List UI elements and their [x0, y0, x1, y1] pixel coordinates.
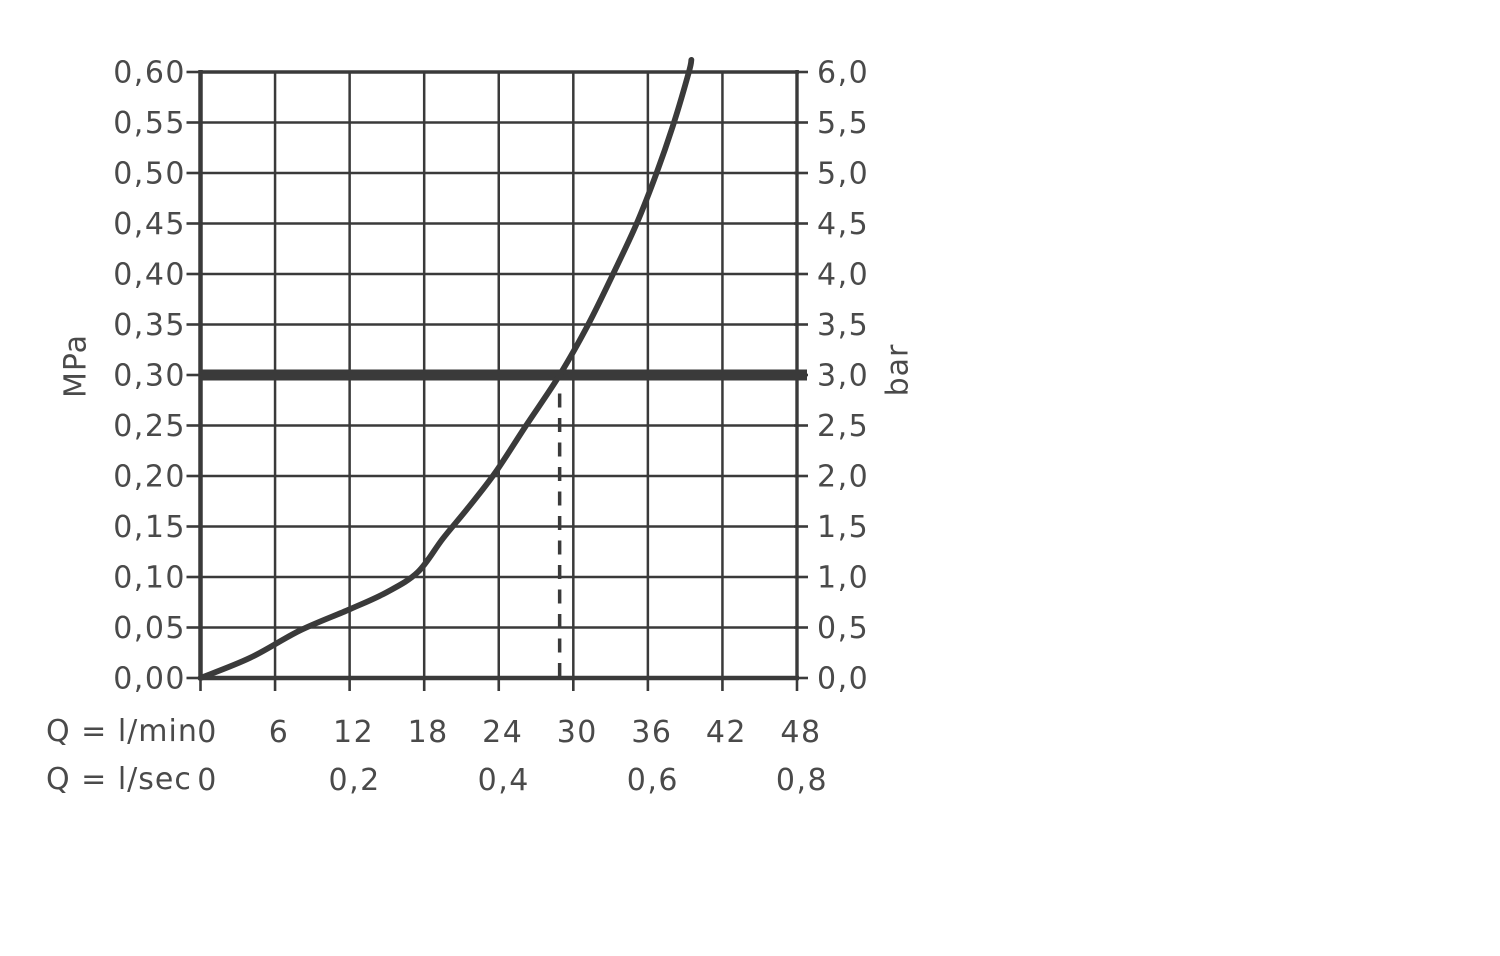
x-axis-lsec-tick-label: 0,6	[627, 763, 679, 798]
right-axis-tick-label: 5,0	[817, 157, 869, 192]
left-axis-tick-label: 0,00	[113, 662, 186, 697]
x-axis-lmin-tick-label: 0	[197, 715, 218, 750]
right-axis-tick-label: 3,5	[817, 308, 869, 343]
x-axis-lsec-unit-label: Q = l/sec	[46, 762, 192, 797]
x-axis-lmin-unit-label: Q = l/min	[46, 714, 198, 749]
right-axis-unit-label: bar	[880, 343, 916, 397]
right-axis-tick-label: 1,0	[817, 561, 869, 596]
right-axis-tick-label: 2,0	[817, 460, 869, 495]
left-axis-tick-label: 0,35	[113, 308, 186, 343]
x-axis-lmin-tick-label: 42	[706, 715, 747, 750]
x-axis-lmin-tick-label: 36	[631, 715, 672, 750]
x-axis-lmin-tick-label: 6	[269, 715, 290, 750]
left-axis-tick-label: 0,55	[113, 106, 186, 141]
x-axis-lsec-tick-label: 0,8	[776, 763, 828, 798]
right-axis-tick-label: 0,5	[817, 611, 869, 646]
x-axis-lsec-tick-label: 0,4	[478, 763, 530, 798]
left-axis-tick-label: 0,30	[113, 359, 186, 394]
right-axis-tick-label: 3,0	[817, 359, 869, 394]
right-axis-tick-label: 4,5	[817, 207, 869, 242]
left-axis-tick-label: 0,20	[113, 460, 186, 495]
x-axis-lmin-tick-label: 48	[780, 715, 821, 750]
left-axis-tick-label: 0,50	[113, 157, 186, 192]
x-axis-lmin-tick-label: 24	[482, 715, 523, 750]
right-axis-tick-label: 6,0	[817, 56, 869, 91]
right-axis-tick-label: 5,5	[817, 106, 869, 141]
left-axis-tick-label: 0,15	[113, 510, 186, 545]
left-axis-tick-label: 0,40	[113, 258, 186, 293]
right-axis-tick-label: 2,5	[817, 409, 869, 444]
x-axis-lmin-tick-label: 18	[408, 715, 449, 750]
flow-pressure-curve	[197, 56, 695, 681]
right-axis-tick-label: 0,0	[817, 662, 869, 697]
left-axis-tick-label: 0,25	[113, 409, 186, 444]
left-axis-unit-label: MPa	[58, 333, 94, 399]
x-axis-lsec-tick-label: 0,2	[329, 763, 381, 798]
left-axis-tick-label: 0,45	[113, 207, 186, 242]
right-axis-tick-label: 4,0	[817, 258, 869, 293]
tick-marks	[186, 70, 808, 691]
left-axis-tick-label: 0,05	[113, 611, 186, 646]
x-axis-lmin-tick-label: 12	[333, 715, 374, 750]
right-axis-tick-label: 1,5	[817, 510, 869, 545]
x-axis-lmin-tick-label: 30	[557, 715, 598, 750]
axis-tick-labels: 0,600,550,500,450,400,350,300,250,200,15…	[113, 56, 869, 799]
left-axis-tick-label: 0,10	[113, 561, 186, 596]
left-axis-tick-label: 0,60	[113, 56, 186, 91]
x-axis-lsec-tick-label: 0	[197, 763, 218, 798]
